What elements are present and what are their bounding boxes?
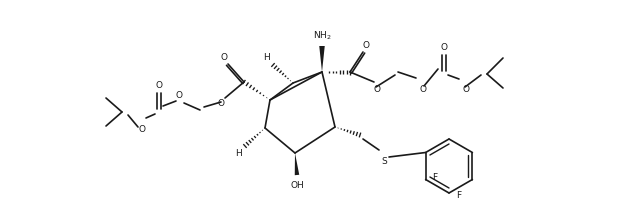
- Text: O: O: [175, 91, 183, 99]
- Text: O: O: [374, 85, 381, 95]
- Text: O: O: [155, 81, 163, 91]
- Text: O: O: [419, 85, 426, 95]
- Text: O: O: [362, 40, 369, 49]
- Text: O: O: [463, 85, 470, 95]
- Text: F: F: [456, 191, 461, 199]
- Text: O: O: [217, 99, 225, 109]
- Text: H: H: [263, 53, 269, 63]
- Text: OH: OH: [290, 180, 304, 190]
- Polygon shape: [295, 153, 299, 175]
- Text: O: O: [220, 53, 227, 61]
- Text: S: S: [381, 156, 387, 166]
- Polygon shape: [319, 46, 325, 72]
- Text: O: O: [441, 43, 448, 53]
- Text: H: H: [235, 148, 242, 158]
- Text: NH$_2$: NH$_2$: [313, 30, 331, 42]
- Text: F: F: [433, 173, 438, 182]
- Text: O: O: [138, 124, 145, 134]
